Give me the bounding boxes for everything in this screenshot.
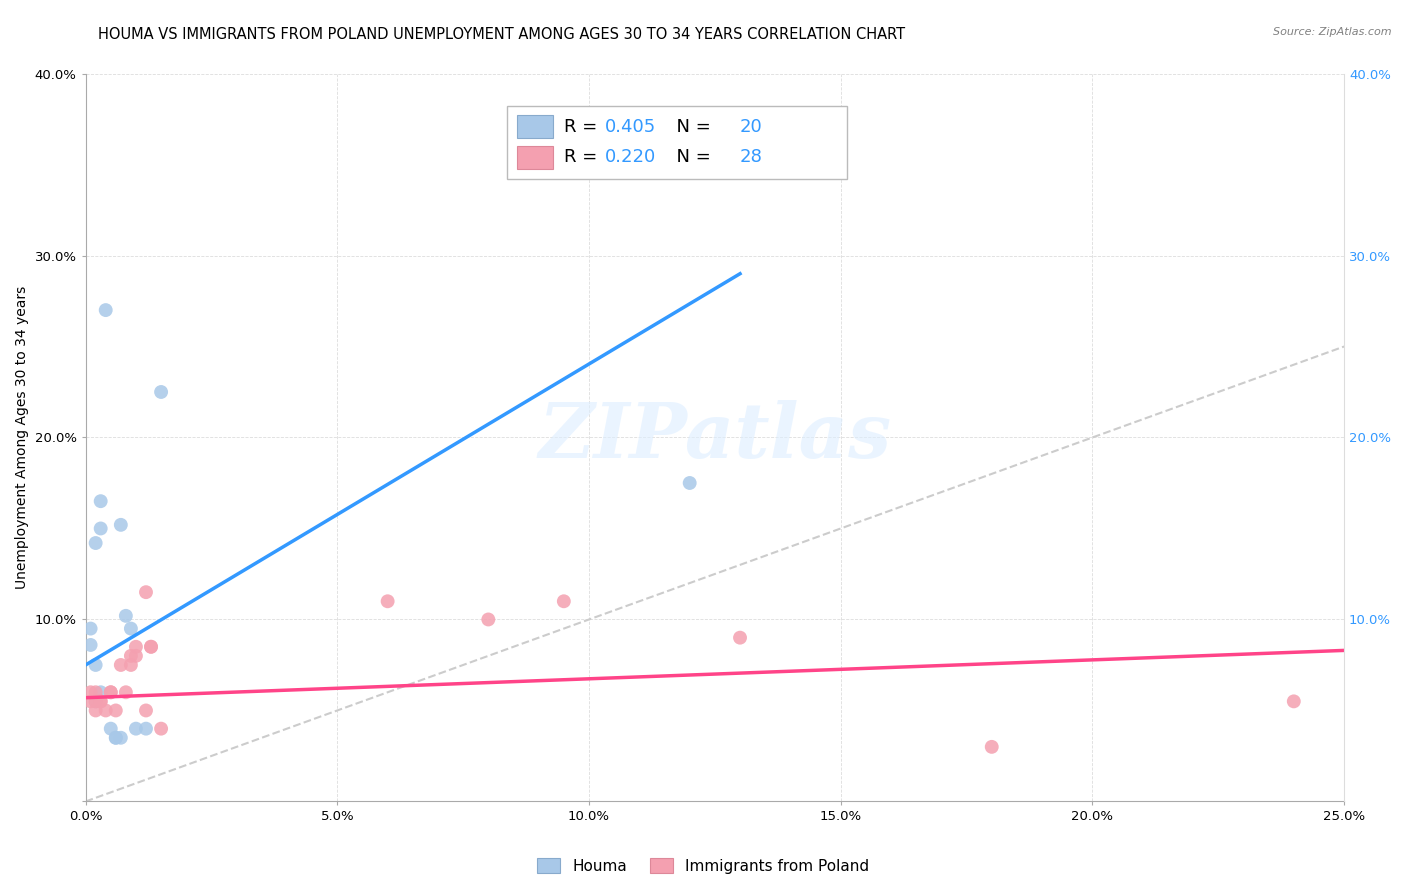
Point [125, 722, 148, 736]
Point [139, 640, 162, 654]
Y-axis label: Unemployment Among Ages 30 to 34 years: Unemployment Among Ages 30 to 34 years [15, 285, 30, 589]
Point [84, 694, 107, 708]
Text: N =: N = [665, 148, 716, 166]
Point [125, 648, 148, 663]
Point [110, 657, 132, 672]
Point [135, 722, 157, 736]
Point [377, 594, 399, 608]
Point [125, 640, 148, 654]
Point [104, 731, 127, 745]
Point [90, 694, 112, 708]
Point [553, 594, 575, 608]
Text: Source: ZipAtlas.com: Source: ZipAtlas.com [1274, 27, 1392, 37]
Point [139, 640, 162, 654]
Point [90, 685, 112, 699]
Bar [517, 115, 553, 138]
Point [104, 703, 127, 717]
Text: HOUMA VS IMMIGRANTS FROM POLAND UNEMPLOYMENT AMONG AGES 30 TO 34 YEARS CORRELATI: HOUMA VS IMMIGRANTS FROM POLAND UNEMPLOY… [98, 27, 905, 42]
Point [79, 622, 101, 636]
Point [84, 703, 107, 717]
Point [84, 685, 107, 699]
Text: R =: R = [564, 118, 603, 136]
Point [728, 631, 751, 645]
Point [90, 521, 112, 535]
Text: R =: R = [564, 148, 603, 166]
Text: N =: N = [665, 118, 716, 136]
Point [1282, 694, 1305, 708]
Text: 0.405: 0.405 [606, 118, 657, 136]
Point [135, 585, 157, 599]
Text: ZIPatlas: ZIPatlas [538, 401, 891, 475]
Point [100, 685, 122, 699]
Point [100, 685, 122, 699]
Text: 20: 20 [740, 118, 763, 136]
Point [79, 685, 101, 699]
Point [980, 739, 1002, 754]
Point [679, 475, 702, 490]
Point [84, 694, 107, 708]
Point [120, 648, 142, 663]
Point [135, 703, 157, 717]
Point [79, 694, 101, 708]
Point [110, 731, 132, 745]
Point [84, 536, 107, 550]
Point [120, 622, 142, 636]
Point [115, 685, 138, 699]
Text: 0.220: 0.220 [606, 148, 657, 166]
Legend: Houma, Immigrants from Poland: Houma, Immigrants from Poland [531, 852, 875, 880]
Point [150, 722, 173, 736]
Text: 28: 28 [740, 148, 763, 166]
FancyBboxPatch shape [508, 106, 846, 179]
Point [115, 608, 138, 623]
Point [84, 657, 107, 672]
Point [90, 494, 112, 508]
Point [120, 657, 142, 672]
Point [79, 638, 101, 652]
Point [94, 703, 117, 717]
Point [477, 612, 499, 626]
Bar [517, 145, 553, 169]
Point [90, 694, 112, 708]
Point [94, 303, 117, 318]
Point [104, 731, 127, 745]
Point [100, 722, 122, 736]
Point [110, 517, 132, 532]
Point [150, 384, 173, 399]
